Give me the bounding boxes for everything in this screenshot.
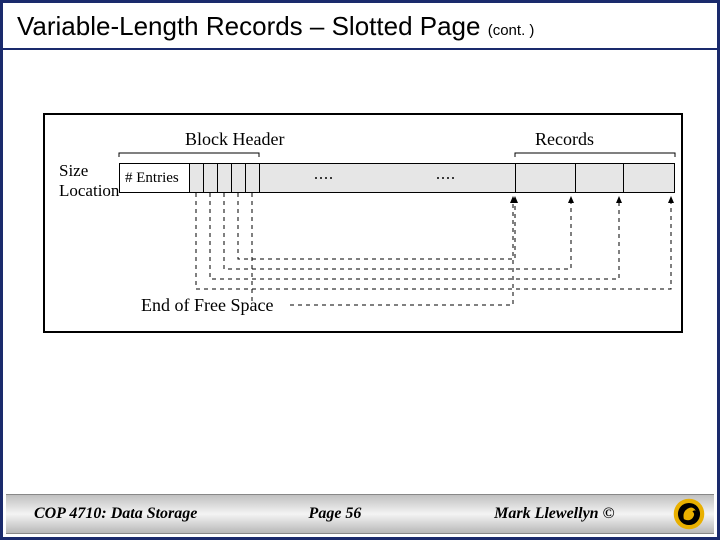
footer-author: Mark Llewellyn © [445,494,664,534]
seg-slot-3 [218,164,232,192]
seg-free-space [260,164,516,192]
seg-record-1 [516,164,576,192]
seg-slot-4 [232,164,246,192]
pegasus-logo-icon [672,497,706,531]
label-location: Location [59,181,119,201]
seg-slot-2 [204,164,218,192]
seg-slot-1 [190,164,204,192]
slotted-page-diagram: Block Header Records Size Location Free … [43,113,683,333]
label-size: Size [59,161,88,181]
label-block-header: Block Header [185,129,284,150]
label-records: Records [535,129,594,150]
footer-logo [664,494,714,534]
seg-record-3 [624,164,676,192]
slide-title: Variable-Length Records – Slotted Page [17,11,480,41]
seg-entries: # Entries [120,164,190,192]
slide-root: Variable-Length Records – Slotted Page (… [0,0,720,540]
block-bar: # Entries [119,163,675,193]
footer-course: COP 4710: Data Storage [6,494,225,534]
label-entries: # Entries [125,170,179,187]
slide-title-cont: (cont. ) [488,22,535,39]
seg-slot-5 [246,164,260,192]
slide-title-bar: Variable-Length Records – Slotted Page (… [3,3,717,50]
slide-footer: COP 4710: Data Storage Page 56 Mark Llew… [6,494,714,534]
seg-record-2 [576,164,624,192]
label-end-free-space: End of Free Space [141,295,273,316]
footer-page: Page 56 [225,494,444,534]
